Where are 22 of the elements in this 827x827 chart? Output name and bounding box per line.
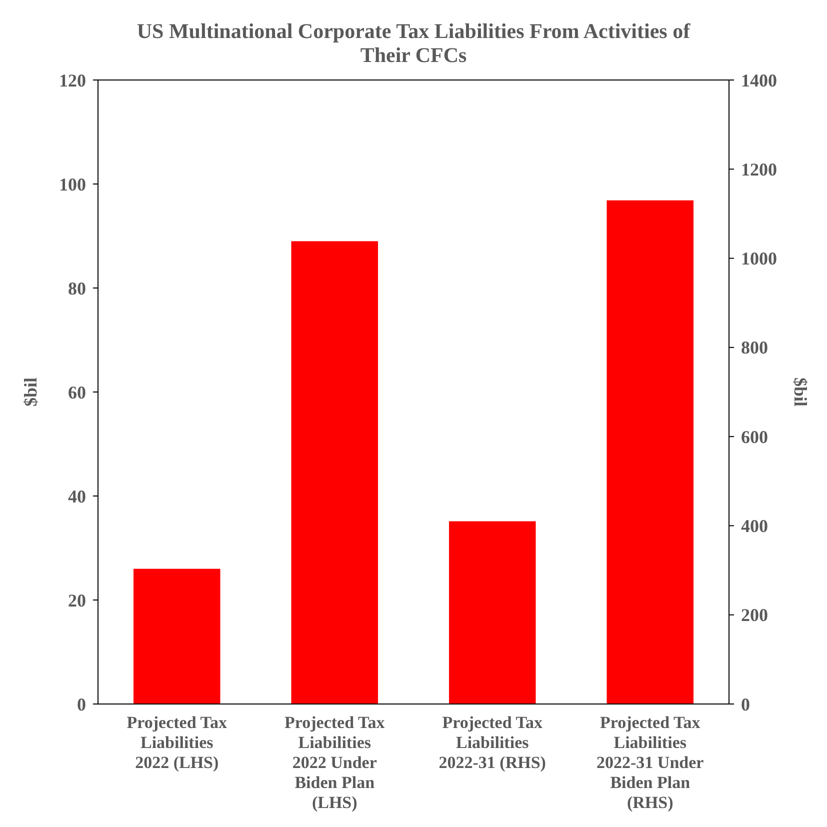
y2-tick-label: 200 [741, 605, 768, 626]
y2-tick-label: 400 [741, 516, 768, 536]
y-tick-label: 20 [68, 590, 86, 610]
x-tick-label: Projected Tax Liabilities 2022-31 Under Biden Plan (RHS) [596, 713, 704, 812]
y-tick-label: 40 [68, 486, 86, 506]
y-axis-title: $bil [20, 377, 40, 407]
y-tick-label: 100 [59, 174, 86, 194]
y-tick-label: 80 [68, 278, 86, 298]
y2-tick-label: 600 [741, 426, 768, 447]
y2-tick-label: 0 [741, 694, 750, 714]
y-tick-label: 120 [59, 70, 86, 90]
x-tick-label: Projected Tax Liabilities 2022 (LHS) [126, 713, 228, 772]
y2-tick-label: 1400 [741, 70, 777, 90]
y2-axis-title: $bil [790, 377, 811, 407]
y2-tick-label: 800 [741, 338, 768, 358]
x-tick-label: Projected Tax Liabilities 2022 Under Biden Plan (LHS) [284, 713, 386, 812]
y-tick-label: 60 [68, 382, 86, 402]
y2-tick-label: 1000 [741, 248, 777, 269]
x-tick-label: Projected Tax Liabilities 2022-31 (RHS) [438, 713, 546, 772]
chart-title: US Multinational Corporate Tax Liabilities From Activities of Their CFCs [136, 19, 692, 67]
y2-tick-label: 1200 [741, 159, 777, 180]
y-tick-label: 0 [77, 694, 86, 714]
